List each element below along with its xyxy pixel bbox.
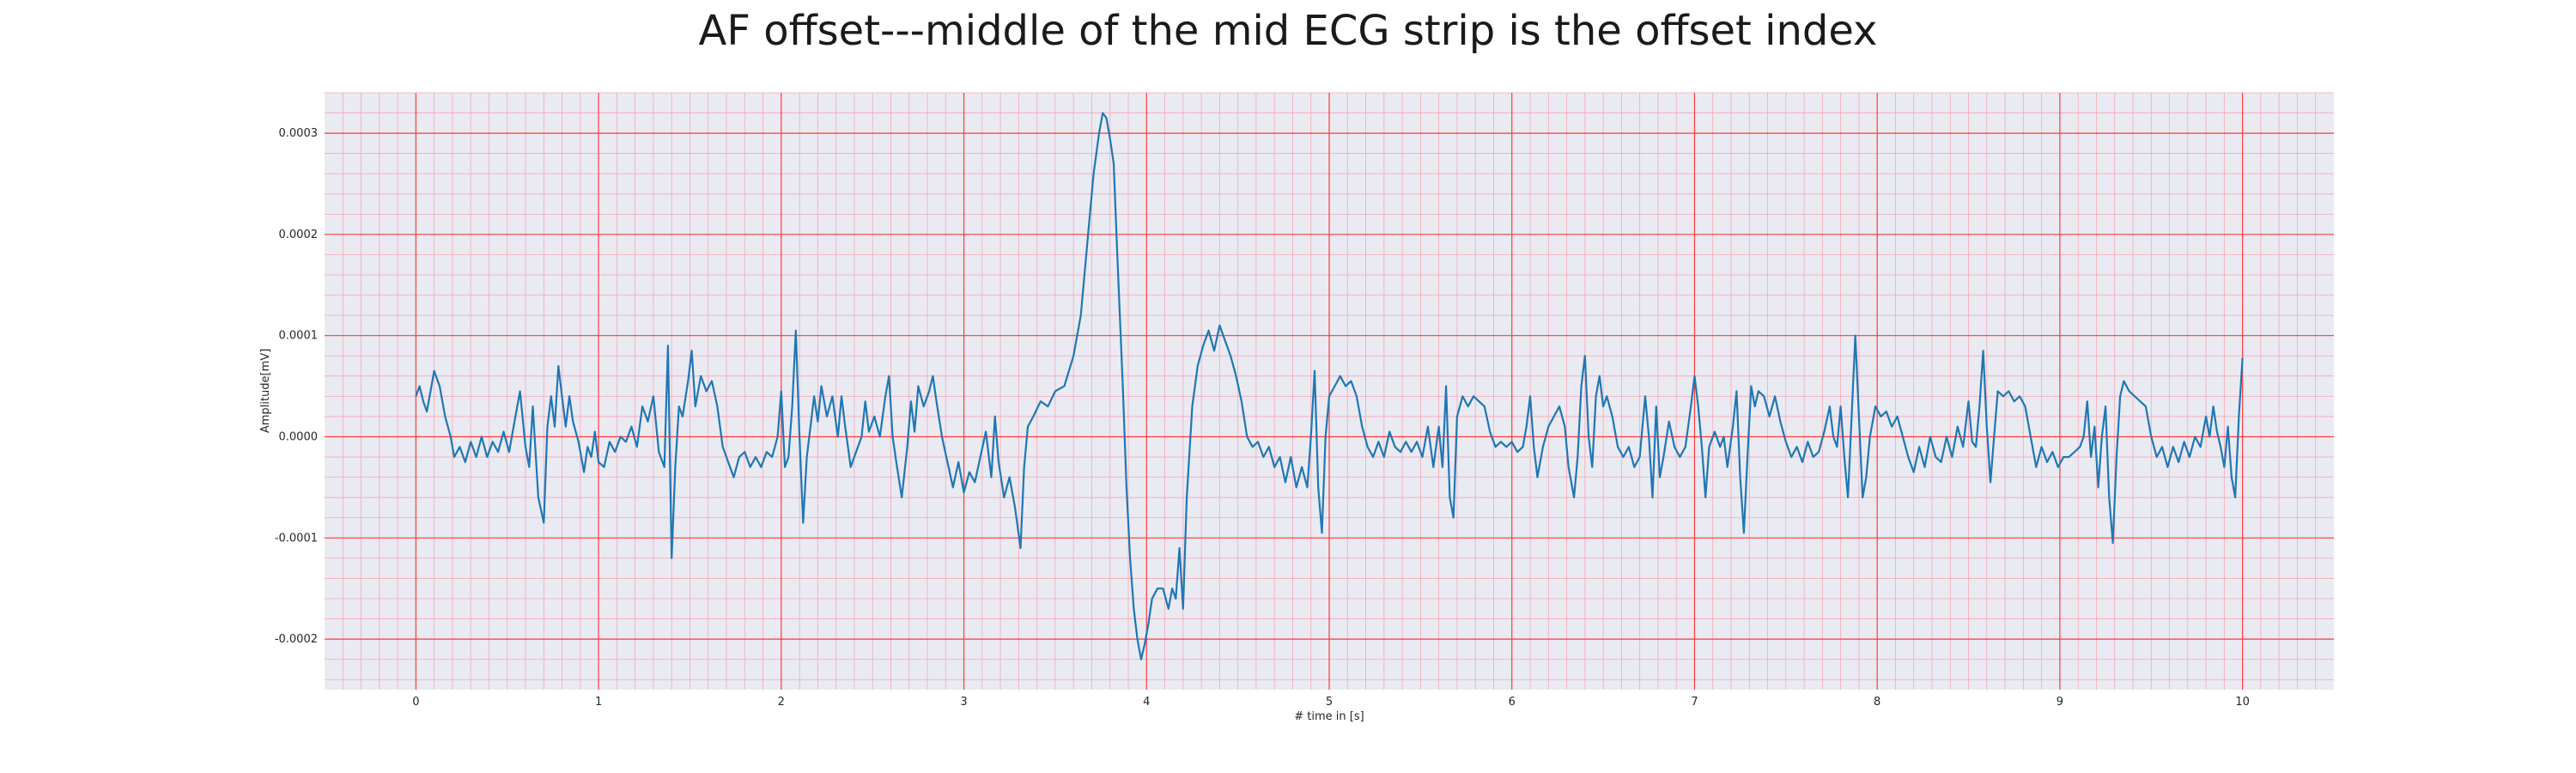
x-tick-label: 0	[412, 696, 419, 709]
x-tick-label: 5	[1326, 696, 1333, 709]
y-axis-label: Amplitude[mV]	[259, 349, 272, 433]
y-axis-ticks: -0.0002 -0.0001 0.0000 0.0001 0.0002 0.0003	[275, 127, 318, 646]
x-axis-ticks: 0 1 2 3 4 5 6 7 8 9 10	[412, 696, 2250, 709]
x-tick-label: 4	[1143, 696, 1150, 709]
y-tick-label: 0.0000	[279, 431, 319, 444]
x-tick-label: 6	[1509, 696, 1516, 709]
x-tick-label: 9	[2057, 696, 2063, 709]
x-tick-label: 7	[1691, 696, 1698, 709]
y-tick-label: 0.0002	[279, 228, 319, 241]
y-tick-label: -0.0002	[275, 633, 318, 646]
x-tick-label: 10	[2235, 696, 2250, 709]
x-axis-label: # time in [s]	[1294, 710, 1364, 723]
x-tick-label: 2	[778, 696, 785, 709]
y-tick-label: 0.0003	[279, 127, 319, 140]
chart-title: AF offset---middle of the mid ECG strip …	[699, 7, 1878, 55]
y-tick-label: -0.0001	[275, 532, 318, 545]
x-tick-label: 8	[1874, 696, 1880, 709]
y-tick-label: 0.0001	[279, 330, 319, 343]
x-tick-label: 3	[960, 696, 967, 709]
major-grid	[325, 93, 2334, 690]
series-line	[415, 112, 2244, 660]
x-tick-label: 1	[595, 696, 602, 709]
